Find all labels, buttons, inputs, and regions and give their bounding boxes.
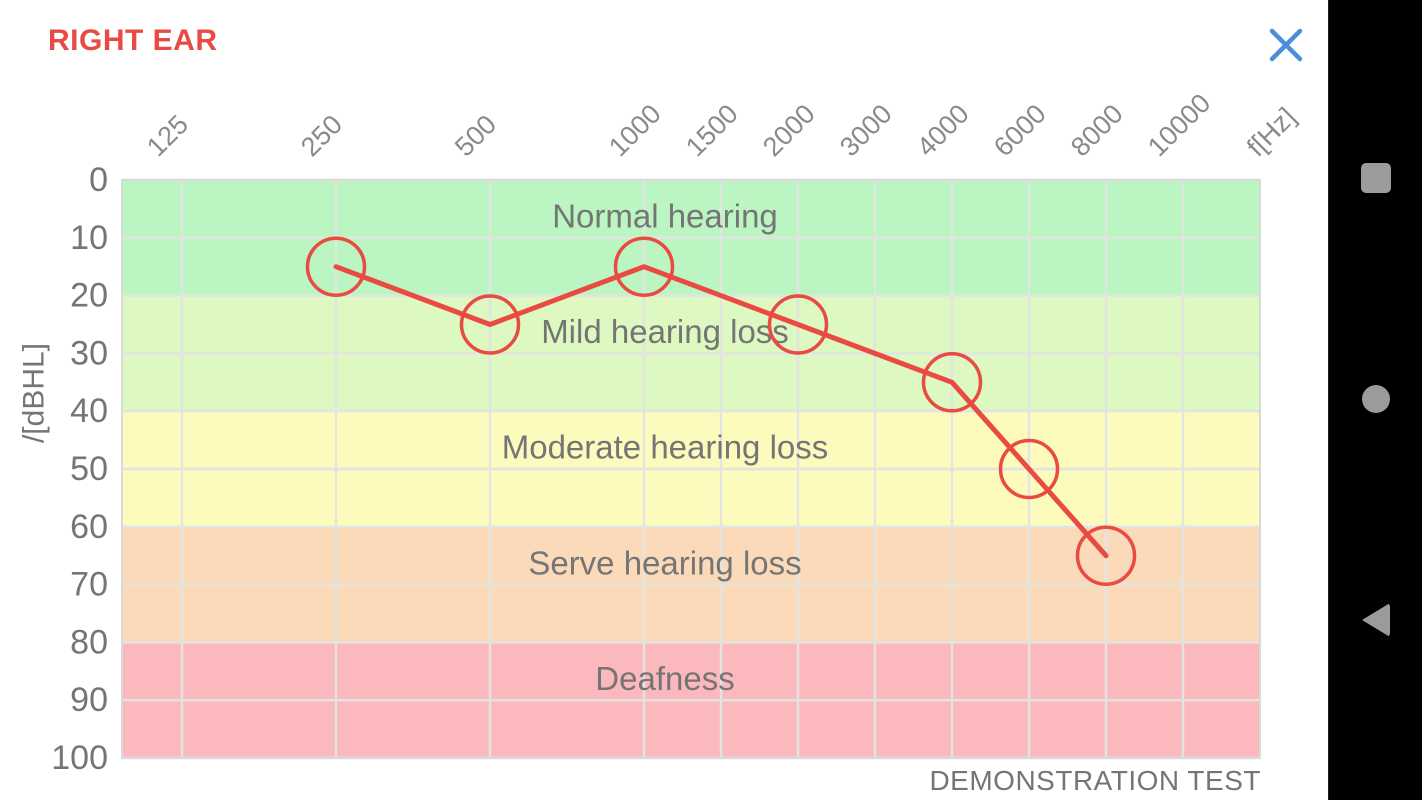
zone-label: Mild hearing loss (541, 313, 789, 350)
audiogram-app: Normal hearing Mild hearing loss Moderate … (0, 0, 1328, 800)
y-tick-label: 0 (89, 161, 108, 199)
zone-label: Normal hearing (552, 198, 778, 235)
titlebar: RIGHT EAR (0, 0, 1328, 70)
back-button[interactable] (1346, 590, 1406, 650)
recents-button[interactable] (1346, 148, 1406, 208)
zone-label: Moderate hearing loss (502, 429, 829, 466)
data-point-marker-4000[interactable] (921, 352, 983, 413)
x-tick-label: 2000 (757, 99, 821, 163)
x-tick-label: 125 (141, 109, 194, 162)
y-tick-label: 80 (70, 623, 108, 661)
y-tick-label: 40 (70, 392, 108, 430)
close-icon (1269, 28, 1303, 62)
y-tick-label: 70 (70, 566, 108, 604)
data-point-marker-2000[interactable] (767, 294, 829, 355)
data-point-marker-1000[interactable] (613, 236, 675, 297)
back-triangle-icon (1362, 603, 1390, 637)
android-nav-bar (1328, 0, 1422, 800)
zone-label: Deafness (595, 660, 734, 697)
y-tick-label: 20 (70, 277, 108, 315)
y-tick-label: 90 (70, 681, 108, 719)
audiogram-chart[interactable]: Normal hearing Mild hearing loss Moderate … (0, 0, 1328, 800)
recents-square-icon (1361, 163, 1391, 193)
y-axis-label: /[dBHL] (18, 343, 51, 443)
y-tick-label: 30 (70, 334, 108, 372)
data-point-marker-8000[interactable] (1075, 525, 1137, 586)
y-tick-label: 50 (70, 450, 108, 488)
x-tick-label: f[Hz] (1241, 102, 1301, 162)
x-tick-label: 500 (449, 109, 502, 162)
plot-border (121, 179, 1261, 759)
x-tick-label: 8000 (1065, 99, 1129, 163)
x-tick-label: 1500 (680, 99, 744, 163)
x-tick-label: 1000 (603, 99, 667, 163)
close-button[interactable] (1258, 20, 1306, 68)
x-tick-label: 3000 (834, 99, 898, 163)
y-tick-label: 10 (70, 219, 108, 257)
data-point-marker-500[interactable] (459, 294, 521, 355)
y-tick-label: 100 (51, 739, 108, 777)
page-title: RIGHT EAR (48, 24, 218, 57)
home-button[interactable] (1346, 369, 1406, 429)
x-tick-label: 250 (295, 109, 348, 162)
x-tick-label: 6000 (988, 99, 1052, 163)
zone-label: Serve hearing loss (528, 544, 801, 581)
x-tick-label: 4000 (911, 99, 975, 163)
home-circle-icon (1362, 385, 1390, 413)
x-tick-label: 10000 (1142, 88, 1216, 162)
y-tick-label: 60 (70, 508, 108, 546)
data-point-marker-250[interactable] (305, 236, 367, 297)
audiogram-curve (333, 264, 1109, 559)
data-point-marker-6000[interactable] (998, 438, 1060, 500)
demonstration-test-label: DEMONSTRATION TEST (929, 765, 1261, 796)
